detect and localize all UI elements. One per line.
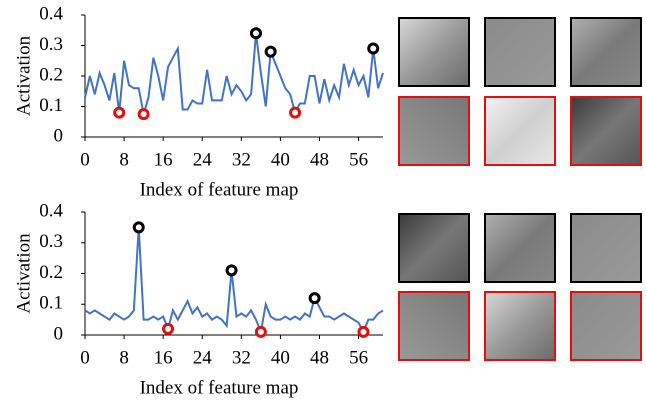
x-tick-label: 0 <box>80 347 90 368</box>
y-tick-label: 0 <box>54 323 64 344</box>
x-tick-label: 48 <box>310 347 329 368</box>
x-tick-label: 24 <box>193 149 213 170</box>
low-marker <box>113 106 126 119</box>
x-tick-label: 32 <box>232 347 251 368</box>
y-tick-label: 0.3 <box>39 231 63 252</box>
low-marker <box>254 325 267 338</box>
x-axis-label: Index of feature map <box>140 377 299 398</box>
y-tick-label: 0.4 <box>39 3 63 24</box>
low-marker <box>289 106 302 119</box>
thumbnail <box>484 17 556 87</box>
x-tick-label: 16 <box>154 347 173 368</box>
x-tick-label: 16 <box>154 149 173 170</box>
x-tick-label: 40 <box>271 347 290 368</box>
thumbnail <box>398 213 470 283</box>
y-tick-label: 0.2 <box>39 64 63 85</box>
x-tick-label: 8 <box>119 347 129 368</box>
y-tick-label: 0.1 <box>39 95 63 116</box>
high-marker <box>264 45 277 58</box>
high-marker <box>225 264 238 277</box>
thumbnail <box>570 96 642 166</box>
thumbnails <box>398 17 642 361</box>
low-marker <box>357 325 370 338</box>
thumbnail <box>398 96 470 166</box>
y-tick-label: 0.3 <box>39 34 63 55</box>
thumbnail <box>570 17 642 87</box>
x-tick-label: 24 <box>193 347 213 368</box>
thumbnail <box>484 96 556 166</box>
high-marker <box>249 27 262 40</box>
x-tick-label: 48 <box>310 149 329 170</box>
x-tick-label: 0 <box>80 149 90 170</box>
y-tick-label: 0.2 <box>39 262 63 283</box>
x-tick-label: 56 <box>349 149 368 170</box>
low-marker <box>137 108 150 121</box>
y-axis-label: Activation <box>13 233 34 314</box>
x-tick-label: 40 <box>271 149 290 170</box>
y-tick-label: 0.4 <box>39 200 63 221</box>
high-marker <box>308 292 321 305</box>
activation-line <box>84 33 384 116</box>
y-tick-label: 0.1 <box>39 293 63 314</box>
y-axis-label: Activation <box>13 35 34 116</box>
thumbnail <box>570 291 642 361</box>
x-tick-label: 32 <box>232 149 251 170</box>
thumbnail <box>484 291 556 361</box>
x-tick-label: 56 <box>349 347 368 368</box>
thumbnail <box>570 213 642 283</box>
y-tick-label: 0 <box>54 125 64 146</box>
x-axis-label: Index of feature map <box>140 179 299 200</box>
thumbnail <box>398 291 470 361</box>
x-tick-label: 8 <box>119 149 129 170</box>
low-marker <box>162 322 175 335</box>
high-marker <box>367 42 380 55</box>
activation-line <box>84 227 384 336</box>
thumbnail <box>484 213 556 283</box>
thumbnail <box>398 17 470 87</box>
high-marker <box>132 221 145 234</box>
